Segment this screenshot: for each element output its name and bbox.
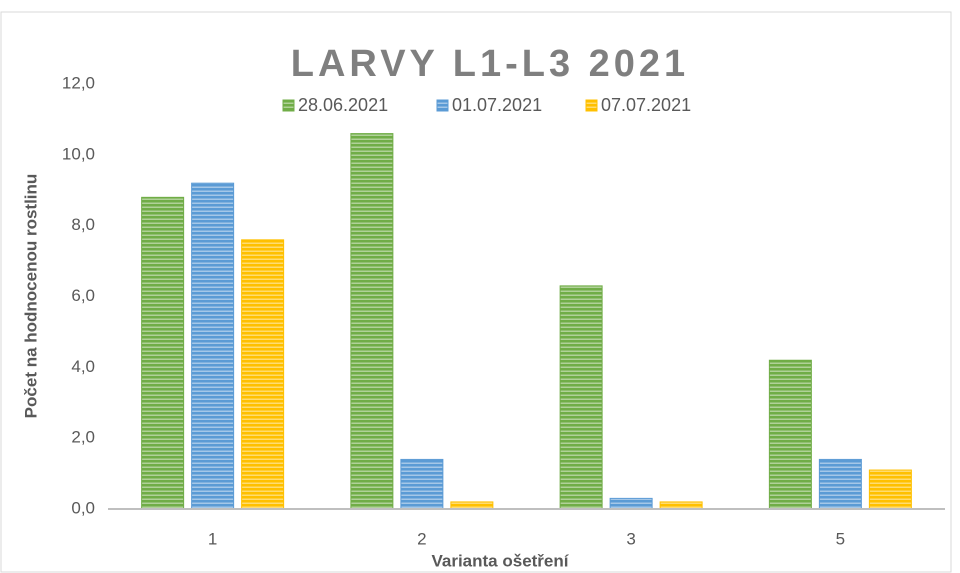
bar xyxy=(241,239,285,510)
y-tick-label: 8,0 xyxy=(71,215,95,234)
x-tick-label: 1 xyxy=(208,529,217,548)
bar xyxy=(559,285,603,510)
bar xyxy=(868,469,912,510)
bar xyxy=(768,359,812,510)
y-tick-label: 4,0 xyxy=(71,357,95,376)
x-axis-label: Varianta ošetření xyxy=(431,551,569,570)
y-tick-label: 10,0 xyxy=(62,144,95,163)
y-tick-label: 6,0 xyxy=(71,286,95,305)
legend-label: 01.07.2021 xyxy=(452,95,542,115)
legend-marker xyxy=(585,99,598,112)
bar xyxy=(659,501,703,510)
x-tick-label: 2 xyxy=(417,529,426,548)
bar xyxy=(141,196,185,510)
x-tick-label: 3 xyxy=(626,529,635,548)
y-tick-label: 2,0 xyxy=(71,428,95,447)
bar xyxy=(400,458,444,510)
bar xyxy=(450,501,494,510)
bar xyxy=(350,133,394,510)
y-tick-label: 12,0 xyxy=(62,73,95,92)
chart-border xyxy=(0,11,952,573)
legend-label: 28.06.2021 xyxy=(298,95,388,115)
y-tick-label: 0,0 xyxy=(71,498,95,517)
legend-marker xyxy=(436,99,449,112)
legend-label: 07.07.2021 xyxy=(601,95,691,115)
y-axis-label: Počet na hodnocenou rostlinu xyxy=(21,174,40,419)
chart-title: LARVY L1-L3 2021 xyxy=(291,43,689,85)
bar xyxy=(191,182,235,510)
bar xyxy=(818,458,862,510)
legend-marker xyxy=(282,99,295,112)
bar xyxy=(609,497,653,510)
x-tick-label: 5 xyxy=(836,529,845,548)
